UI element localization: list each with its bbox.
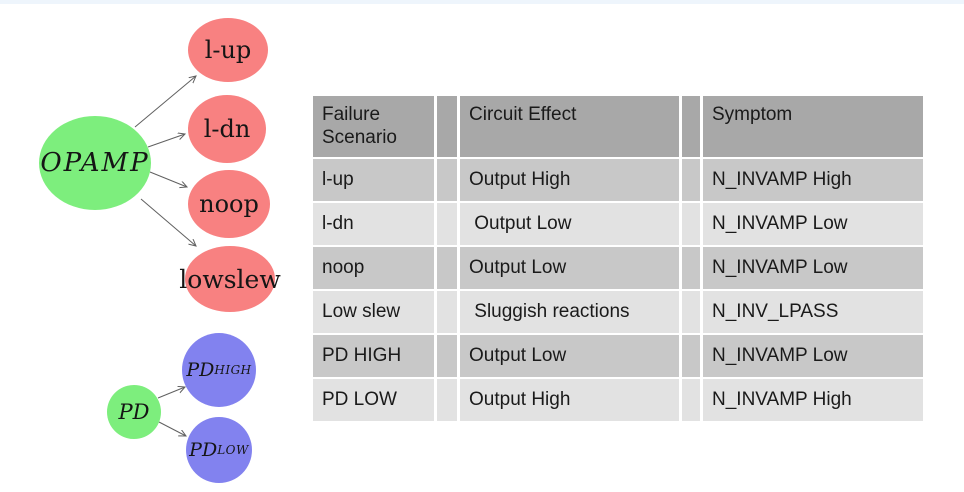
cell-symptom: N_INVAMP High [703, 379, 923, 421]
cell-failure-scenario: PD HIGH [313, 335, 434, 377]
edge-pd-pdhigh [157, 387, 185, 399]
cell-failure-scenario: Low slew [313, 291, 434, 333]
table-spacer-cell [437, 379, 457, 421]
cell-symptom: N_INVAMP Low [703, 335, 923, 377]
cell-circuit-effect: Output High [460, 379, 679, 421]
cell-circuit-effect: Output Low [460, 203, 679, 245]
col-header-failure-scenario: Failure Scenario [313, 96, 434, 157]
edge-opamp-noop [149, 171, 187, 187]
failure-scenario-table: Failure Scenario Circuit Effect Symptom … [313, 96, 923, 421]
table-spacer-cell [682, 291, 700, 333]
cell-symptom: N_INVAMP Low [703, 247, 923, 289]
cell-failure-scenario: l-dn [313, 203, 434, 245]
table-spacer-cell [682, 159, 700, 201]
table-spacer-cell [437, 335, 457, 377]
edge-opamp-lowslew [140, 198, 196, 246]
node-pd: PD [107, 385, 161, 439]
table-spacer-cell [437, 203, 457, 245]
pd-low-base: PD [189, 439, 218, 461]
cell-circuit-effect: Output High [460, 159, 679, 201]
edge-opamp-lup [134, 76, 196, 128]
table-spacer-cell [682, 335, 700, 377]
pd-low-subscript: LOW [217, 443, 249, 457]
cell-symptom: N_INVAMP Low [703, 203, 923, 245]
cell-failure-scenario: noop [313, 247, 434, 289]
window-top-border [0, 0, 964, 4]
table-spacer-cell [437, 291, 457, 333]
diagram-arrows [134, 0, 310, 492]
node-l-up: l-up [188, 18, 268, 82]
cell-failure-scenario: l-up [313, 159, 434, 201]
node-pd-high: PD HIGH [182, 333, 256, 407]
cell-symptom: N_INVAMP High [703, 159, 923, 201]
node-opamp: OPAMP [39, 116, 151, 210]
cell-circuit-effect: Output Low [460, 335, 679, 377]
edge-pd-pdlow [158, 421, 186, 436]
edge-opamp-ldn [147, 134, 185, 148]
node-l-dn: l-dn [188, 95, 266, 163]
node-lowslew: lowslew [179, 246, 281, 312]
table-spacer-cell [682, 203, 700, 245]
node-noop: noop [188, 170, 270, 238]
table-spacer-cell [437, 159, 457, 201]
table-spacer-cell [437, 247, 457, 289]
table-spacer-cell [682, 247, 700, 289]
table-spacer-cell [682, 96, 700, 157]
cell-circuit-effect: Output Low [460, 247, 679, 289]
node-pd-low: PD LOW [186, 417, 252, 483]
table-spacer-cell [682, 379, 700, 421]
pd-high-subscript: HIGH [214, 363, 252, 377]
fault-tree-diagram: OPAMP l-up l-dn noop lowslew PD PD HIGH P… [0, 0, 310, 492]
col-header-circuit-effect: Circuit Effect [460, 96, 679, 157]
table-spacer-cell [437, 96, 457, 157]
cell-failure-scenario: PD LOW [313, 379, 434, 421]
cell-symptom: N_INV_LPASS [703, 291, 923, 333]
pd-high-base: PD [186, 359, 215, 381]
col-header-symptom: Symptom [703, 96, 923, 157]
cell-circuit-effect: Sluggish reactions [460, 291, 679, 333]
